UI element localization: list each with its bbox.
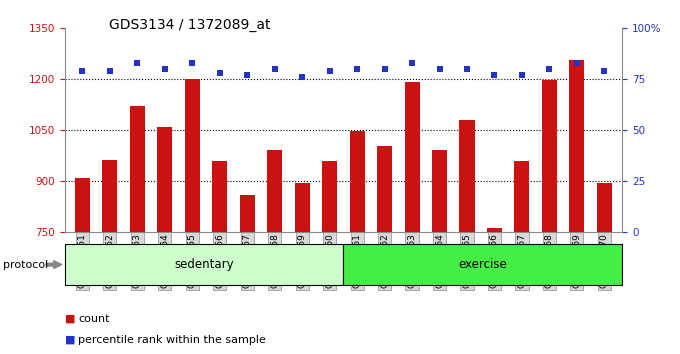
Bar (343, 244, 622, 285)
Bar (460, 120, 475, 232)
Bar (157, 127, 173, 232)
Bar (542, 80, 557, 232)
Bar (130, 105, 145, 232)
Point (352, 66, 362, 72)
Bar (103, 160, 118, 232)
Point (462, 66, 473, 72)
Point (489, 72, 500, 78)
Point (407, 60, 418, 66)
Text: protocol: protocol (3, 259, 49, 270)
Point (571, 60, 582, 66)
Text: ■: ■ (65, 335, 75, 345)
Bar (350, 131, 364, 232)
Text: sedentary: sedentary (174, 258, 234, 271)
Point (296, 74, 307, 80)
Point (105, 68, 116, 74)
Point (77, 68, 88, 74)
Bar (75, 178, 90, 232)
Point (132, 60, 143, 66)
Point (434, 66, 445, 72)
Point (324, 68, 335, 74)
Text: GDS3134 / 1372089_at: GDS3134 / 1372089_at (109, 18, 271, 32)
Text: percentile rank within the sample: percentile rank within the sample (78, 335, 266, 345)
Bar (487, 228, 502, 232)
Bar (514, 161, 530, 232)
Bar (597, 183, 612, 232)
Bar (267, 150, 282, 232)
Point (187, 60, 198, 66)
Bar (377, 146, 392, 232)
Bar (185, 79, 200, 232)
Point (517, 72, 528, 78)
Bar (322, 161, 337, 232)
Bar (294, 183, 310, 232)
Bar (212, 161, 227, 232)
Bar (432, 150, 447, 232)
Bar (405, 81, 420, 232)
Text: exercise: exercise (458, 258, 507, 271)
Text: count: count (78, 314, 109, 324)
Text: ■: ■ (65, 314, 75, 324)
Point (544, 66, 555, 72)
Bar (240, 195, 255, 232)
Bar (569, 59, 584, 232)
Point (159, 66, 170, 72)
Point (214, 70, 225, 76)
Point (599, 68, 610, 74)
Point (379, 66, 390, 72)
Point (242, 72, 253, 78)
Bar (65, 244, 343, 285)
Point (269, 66, 280, 72)
